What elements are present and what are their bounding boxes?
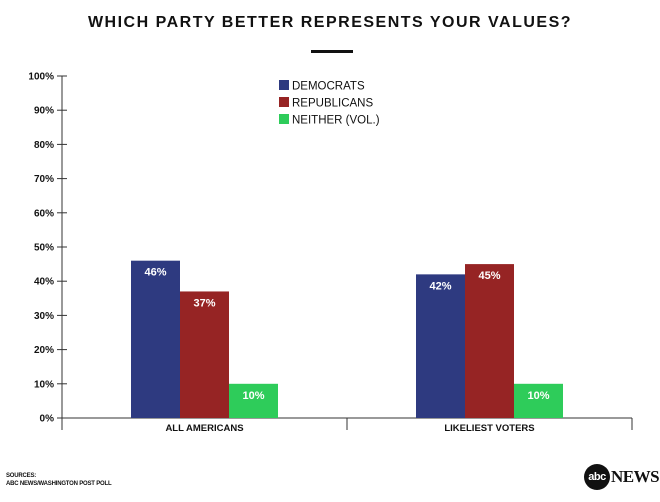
legend-swatch <box>279 97 289 107</box>
y-tick-label: 10% <box>34 379 54 390</box>
y-tick-label: 70% <box>34 174 54 185</box>
y-tick-label: 20% <box>34 345 54 356</box>
legend-label: NEITHER (VOL.) <box>292 115 380 127</box>
chart-title: WHICH PARTY BETTER REPRESENTS YOUR VALUE… <box>87 14 573 31</box>
y-tick-label: 80% <box>34 140 54 151</box>
x-category-label: LIKELIEST VOTERS <box>444 423 534 434</box>
legend-swatch <box>279 114 289 124</box>
legend-swatch <box>279 80 289 90</box>
bar-value-label: 10% <box>527 390 549 402</box>
bar <box>229 383 278 418</box>
x-category-label: ALL AMERICANS <box>165 423 243 434</box>
bars: 46% 37% 10% 42% 45% 10% <box>131 260 563 418</box>
abc-news-logo: abc NEWS <box>584 464 660 490</box>
bar-value-label: 10% <box>242 390 264 402</box>
y-tick-label: 0% <box>40 414 55 425</box>
abc-logo-mark: abc <box>584 464 610 490</box>
y-tick-label: 100% <box>28 72 54 83</box>
y-tick-label: 90% <box>34 106 54 117</box>
bar <box>465 264 514 418</box>
bar <box>514 383 563 418</box>
bar-value-label: 46% <box>144 267 166 279</box>
bar <box>416 274 465 418</box>
legend-label: REPUBLICANS <box>292 98 373 110</box>
news-wordmark: NEWS <box>611 467 660 486</box>
legend-label: DEMOCRATS <box>292 81 365 93</box>
sources-text: ABC NEWS/WASHINGTON POST POLL <box>6 481 112 487</box>
sources-note: SOURCES: ABC NEWS/WASHINGTON POST POLL <box>6 472 112 488</box>
bar-value-label: 45% <box>478 270 500 282</box>
y-tick-label: 30% <box>34 311 54 322</box>
bar-value-label: 37% <box>193 297 215 309</box>
y-tick-label: 60% <box>34 208 54 219</box>
bar <box>131 260 180 418</box>
sources-label: SOURCES: <box>6 473 37 479</box>
title-underline <box>311 50 353 53</box>
y-tick-label: 40% <box>34 277 54 288</box>
y-tick-label: 50% <box>34 243 54 254</box>
legend: DEMOCRATS REPUBLICANS NEITHER (VOL.) <box>279 80 380 127</box>
bar <box>180 291 229 418</box>
bar-value-label: 42% <box>429 280 451 292</box>
